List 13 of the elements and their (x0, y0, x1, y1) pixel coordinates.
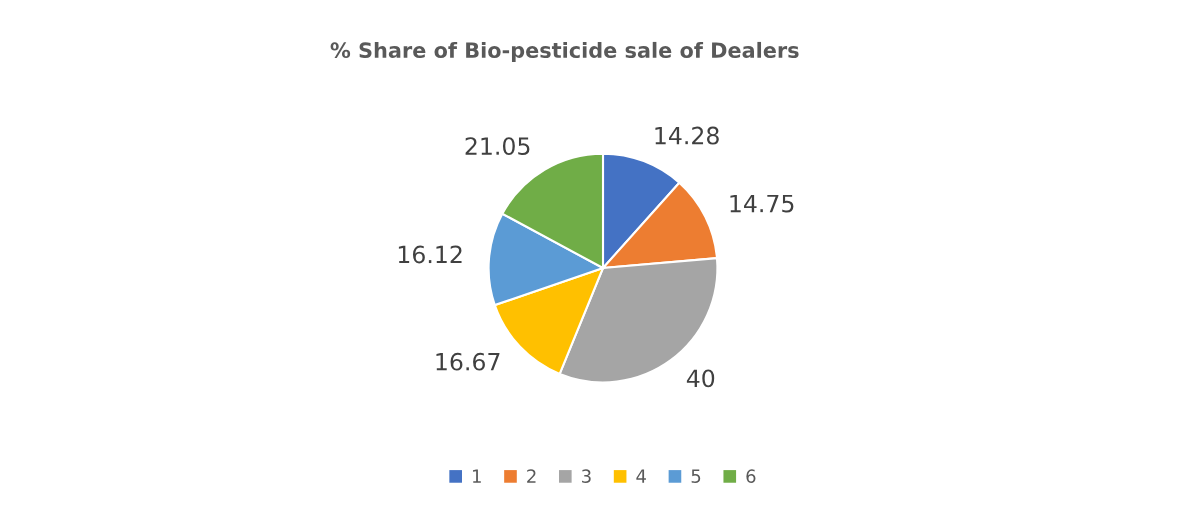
legend-label: 4 (636, 469, 646, 483)
legend-label: 5 (691, 469, 701, 483)
legend-label: 6 (746, 469, 756, 483)
data-label: 16.12 (398, 245, 462, 264)
data-label: 14.75 (730, 194, 794, 213)
data-label: 14.28 (655, 126, 719, 145)
legend-label: 1 (472, 469, 481, 483)
legend-label: 2 (527, 469, 536, 483)
legend-label: 3 (582, 469, 591, 483)
data-label: 21.05 (465, 137, 530, 156)
data-label: 16.67 (436, 352, 500, 371)
data-label: 40 (686, 369, 715, 388)
chart-title: % Share of Bio-pesticide sale of Dealers (330, 41, 799, 63)
